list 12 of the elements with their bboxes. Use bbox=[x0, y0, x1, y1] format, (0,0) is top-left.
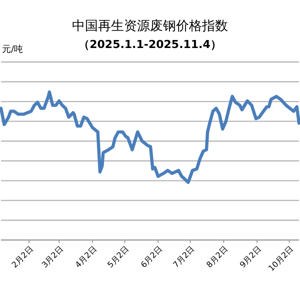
chart-subtitle: （2025.1.1-2025.11.4） bbox=[78, 38, 222, 51]
x-tick-label: 6月2日 bbox=[139, 244, 164, 270]
x-tick-label: 10月2日 bbox=[266, 244, 296, 274]
x-tick-label: 2月2日 bbox=[10, 244, 35, 270]
x-tick-label: 3月2日 bbox=[40, 244, 66, 270]
x-tick-label: 8月2日 bbox=[204, 244, 230, 270]
y-axis-title: 元/吨 bbox=[2, 44, 24, 55]
x-tick-label: 9月2日 bbox=[238, 244, 264, 270]
x-tick-label: 7月2日 bbox=[171, 244, 196, 270]
x-tick-label: 5月2日 bbox=[106, 244, 131, 270]
x-tick-label: 4月2日 bbox=[74, 244, 98, 270]
chart-title: 中国再生资源废钢价格指数 bbox=[72, 19, 228, 34]
